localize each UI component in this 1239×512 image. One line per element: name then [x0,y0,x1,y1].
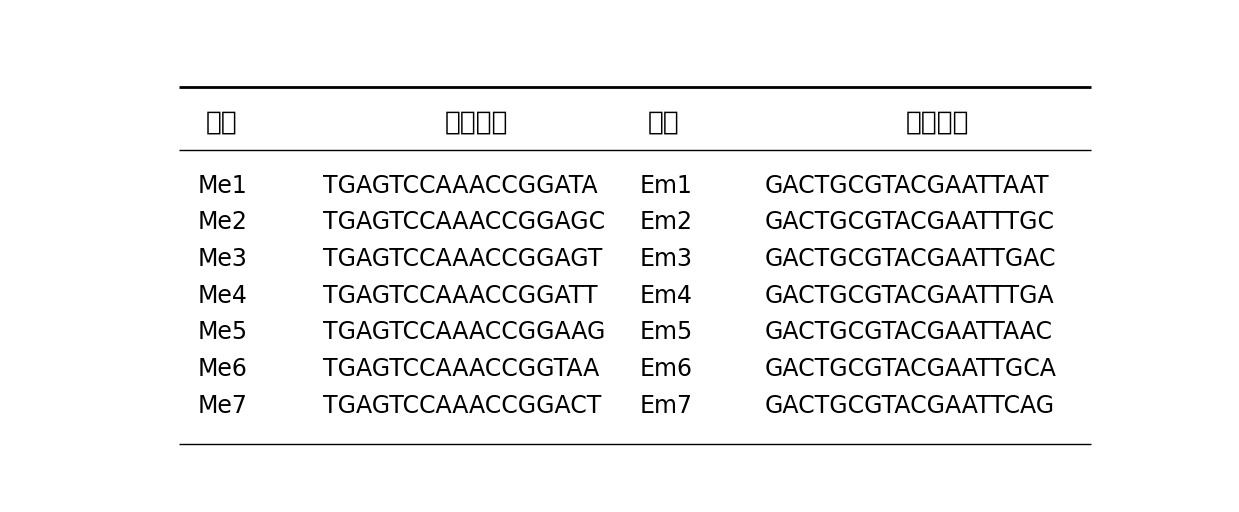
Text: 编号: 编号 [206,110,238,136]
Text: Em4: Em4 [639,284,693,308]
Text: GACTGCGTACGAATTTGA: GACTGCGTACGAATTTGA [764,284,1054,308]
Text: Me5: Me5 [198,321,248,344]
Text: TGAGTCCAAACCGGAGT: TGAGTCCAAACCGGAGT [323,247,602,271]
Text: Me6: Me6 [198,357,248,381]
Text: GACTGCGTACGAATTAAT: GACTGCGTACGAATTAAT [764,174,1049,198]
Text: Em3: Em3 [639,247,693,271]
Text: Me7: Me7 [198,394,248,418]
Text: Em1: Em1 [639,174,693,198]
Text: TGAGTCCAAACCGGAAG: TGAGTCCAAACCGGAAG [323,321,606,344]
Text: Me1: Me1 [198,174,248,198]
Text: GACTGCGTACGAATTGAC: GACTGCGTACGAATTGAC [764,247,1056,271]
Text: GACTGCGTACGAATTTGC: GACTGCGTACGAATTTGC [764,210,1054,234]
Text: GACTGCGTACGAATTAAC: GACTGCGTACGAATTAAC [764,321,1053,344]
Text: TGAGTCCAAACCGGACT: TGAGTCCAAACCGGACT [323,394,601,418]
Text: TGAGTCCAAACCGGAGC: TGAGTCCAAACCGGAGC [323,210,605,234]
Text: Me2: Me2 [198,210,248,234]
Text: Me4: Me4 [198,284,248,308]
Text: 编号: 编号 [648,110,680,136]
Text: Em5: Em5 [639,321,693,344]
Text: GACTGCGTACGAATTCAG: GACTGCGTACGAATTCAG [764,394,1054,418]
Text: Me3: Me3 [198,247,248,271]
Text: Em7: Em7 [639,394,693,418]
Text: 反向引物: 反向引物 [906,110,969,136]
Text: Em2: Em2 [639,210,693,234]
Text: TGAGTCCAAACCGGATT: TGAGTCCAAACCGGATT [323,284,597,308]
Text: Em6: Em6 [639,357,693,381]
Text: TGAGTCCAAACCGGATA: TGAGTCCAAACCGGATA [323,174,597,198]
Text: GACTGCGTACGAATTGCA: GACTGCGTACGAATTGCA [764,357,1057,381]
Text: TGAGTCCAAACCGGTAA: TGAGTCCAAACCGGTAA [323,357,600,381]
Text: 正向引物: 正向引物 [445,110,508,136]
